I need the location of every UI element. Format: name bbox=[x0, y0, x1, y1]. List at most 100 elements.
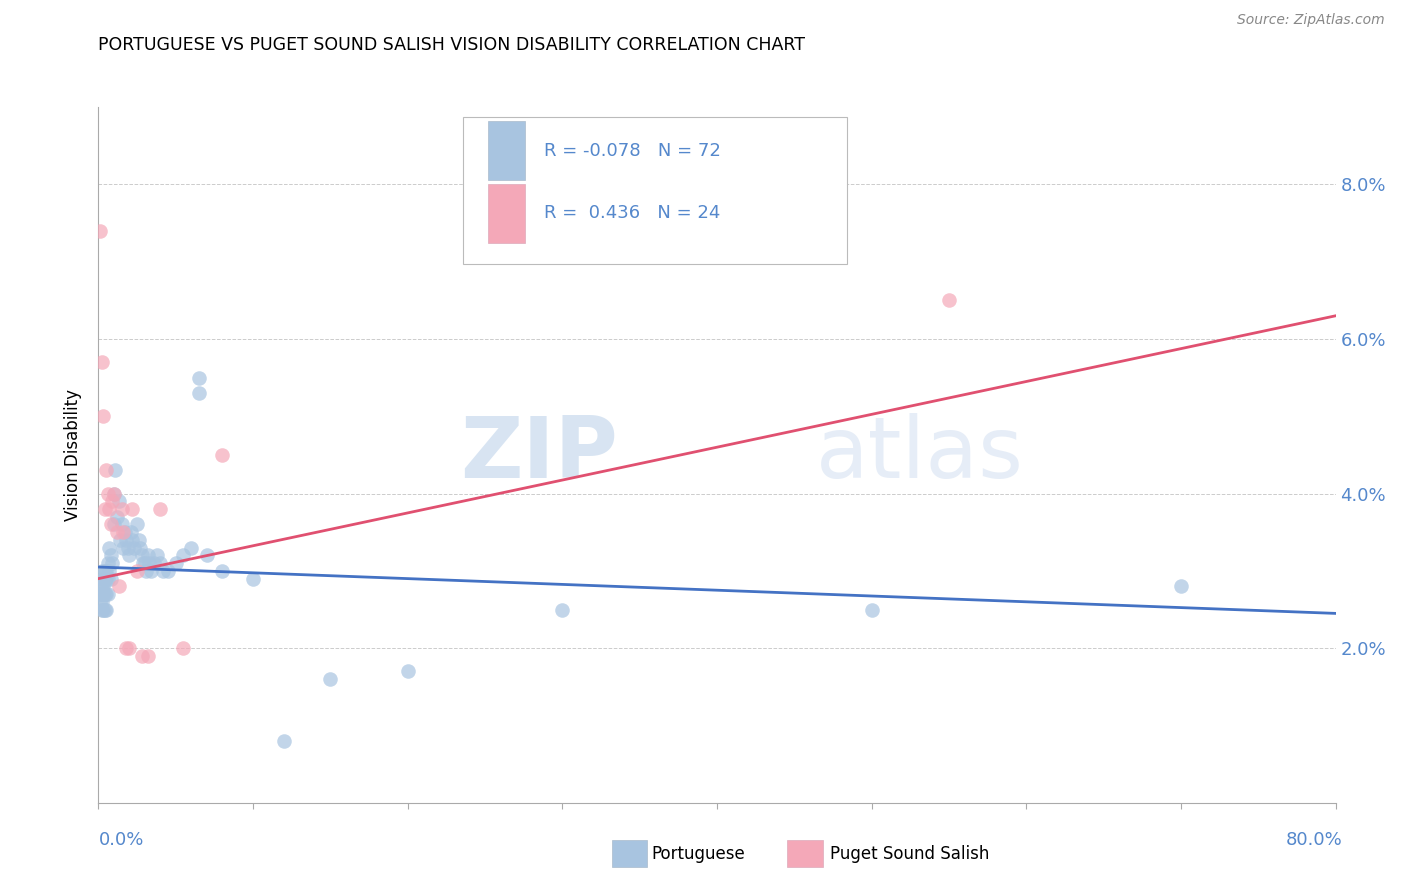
Point bbox=[103, 486, 125, 500]
Point bbox=[90, 595, 112, 609]
Point bbox=[157, 564, 180, 578]
Point bbox=[101, 494, 124, 508]
Point bbox=[131, 648, 153, 663]
Point bbox=[134, 556, 156, 570]
Point bbox=[143, 556, 166, 570]
Point bbox=[118, 641, 141, 656]
Text: R =  0.436   N = 24: R = 0.436 N = 24 bbox=[544, 204, 720, 222]
Point bbox=[127, 564, 149, 578]
Point bbox=[132, 556, 155, 570]
Point bbox=[111, 502, 134, 516]
Point bbox=[91, 409, 114, 424]
Point bbox=[89, 579, 111, 593]
Point bbox=[97, 587, 120, 601]
Point bbox=[90, 355, 112, 369]
Point bbox=[127, 517, 149, 532]
Point bbox=[122, 541, 145, 555]
Point bbox=[242, 572, 264, 586]
Point bbox=[138, 556, 160, 570]
Point bbox=[173, 549, 195, 563]
Point bbox=[195, 549, 218, 563]
Point bbox=[89, 595, 111, 609]
Point bbox=[100, 549, 122, 563]
Point bbox=[860, 602, 883, 616]
Point bbox=[108, 533, 131, 547]
Point bbox=[211, 448, 233, 462]
Point bbox=[98, 541, 121, 555]
Point bbox=[100, 517, 122, 532]
Point bbox=[114, 525, 136, 540]
Point bbox=[135, 564, 157, 578]
Point bbox=[188, 370, 211, 384]
Point bbox=[146, 549, 169, 563]
Point bbox=[105, 509, 128, 524]
Point bbox=[91, 579, 114, 593]
Point bbox=[93, 564, 115, 578]
Point bbox=[128, 533, 150, 547]
Point bbox=[91, 572, 114, 586]
Point bbox=[319, 672, 342, 686]
Point bbox=[105, 525, 128, 540]
Point bbox=[115, 641, 138, 656]
Point bbox=[103, 486, 125, 500]
Point bbox=[89, 224, 111, 238]
Bar bbox=[488, 184, 526, 243]
Point bbox=[121, 502, 143, 516]
Point bbox=[98, 564, 121, 578]
Text: Puget Sound Salish: Puget Sound Salish bbox=[830, 845, 988, 863]
Text: 80.0%: 80.0% bbox=[1286, 831, 1343, 849]
Text: 0.0%: 0.0% bbox=[98, 831, 143, 849]
Point bbox=[96, 587, 118, 601]
Point bbox=[107, 494, 129, 508]
Point bbox=[98, 502, 121, 516]
Text: Source: ZipAtlas.com: Source: ZipAtlas.com bbox=[1237, 13, 1385, 28]
Point bbox=[165, 556, 187, 570]
Point bbox=[120, 525, 142, 540]
Point bbox=[136, 648, 159, 663]
Point bbox=[118, 549, 141, 563]
Point bbox=[103, 517, 125, 532]
Point bbox=[115, 533, 138, 547]
Point bbox=[131, 549, 153, 563]
Point bbox=[90, 602, 112, 616]
Point bbox=[93, 587, 115, 601]
Point bbox=[273, 734, 295, 748]
Point bbox=[97, 486, 120, 500]
Point bbox=[112, 525, 135, 540]
Point bbox=[1170, 579, 1192, 593]
Y-axis label: Vision Disability: Vision Disability bbox=[65, 389, 83, 521]
Point bbox=[136, 549, 159, 563]
Point bbox=[96, 572, 118, 586]
Point bbox=[149, 502, 172, 516]
Point bbox=[96, 602, 118, 616]
Point bbox=[93, 572, 115, 586]
Point bbox=[97, 572, 120, 586]
Point bbox=[93, 502, 115, 516]
Point bbox=[121, 533, 143, 547]
Point bbox=[89, 587, 111, 601]
Text: ZIP: ZIP bbox=[460, 413, 619, 497]
Point bbox=[101, 556, 124, 570]
Point bbox=[91, 602, 114, 616]
Point bbox=[188, 386, 211, 401]
Point bbox=[112, 541, 135, 555]
Point bbox=[211, 564, 233, 578]
Point bbox=[104, 463, 127, 477]
Point bbox=[129, 541, 152, 555]
Point bbox=[111, 517, 134, 532]
Text: R = -0.078   N = 72: R = -0.078 N = 72 bbox=[544, 142, 721, 160]
Point bbox=[938, 293, 960, 308]
Point bbox=[173, 641, 195, 656]
Point bbox=[117, 541, 139, 555]
Point bbox=[90, 579, 112, 593]
Point bbox=[551, 602, 574, 616]
Point bbox=[180, 541, 202, 555]
Point bbox=[396, 665, 419, 679]
Text: Portuguese: Portuguese bbox=[651, 845, 745, 863]
Point bbox=[90, 587, 112, 601]
Text: atlas: atlas bbox=[815, 413, 1024, 497]
Point bbox=[97, 556, 120, 570]
Bar bbox=[488, 121, 526, 180]
FancyBboxPatch shape bbox=[464, 118, 846, 263]
Point bbox=[100, 572, 122, 586]
